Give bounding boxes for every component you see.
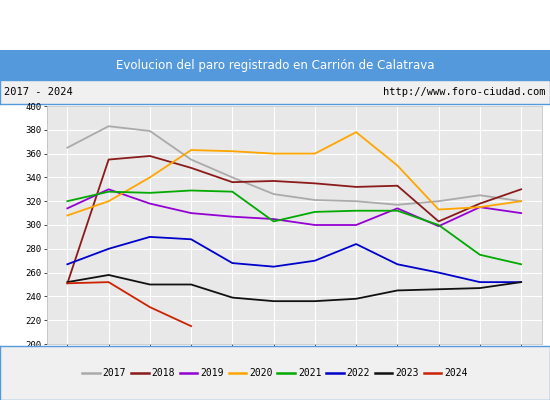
Text: Evolucion del paro registrado en Carrión de Calatrava: Evolucion del paro registrado en Carrión… [116, 58, 435, 72]
Legend: 2017, 2018, 2019, 2020, 2021, 2022, 2023, 2024: 2017, 2018, 2019, 2020, 2021, 2022, 2023… [79, 364, 471, 382]
Text: http://www.foro-ciudad.com: http://www.foro-ciudad.com [383, 87, 546, 97]
Text: 2017 - 2024: 2017 - 2024 [4, 87, 73, 97]
